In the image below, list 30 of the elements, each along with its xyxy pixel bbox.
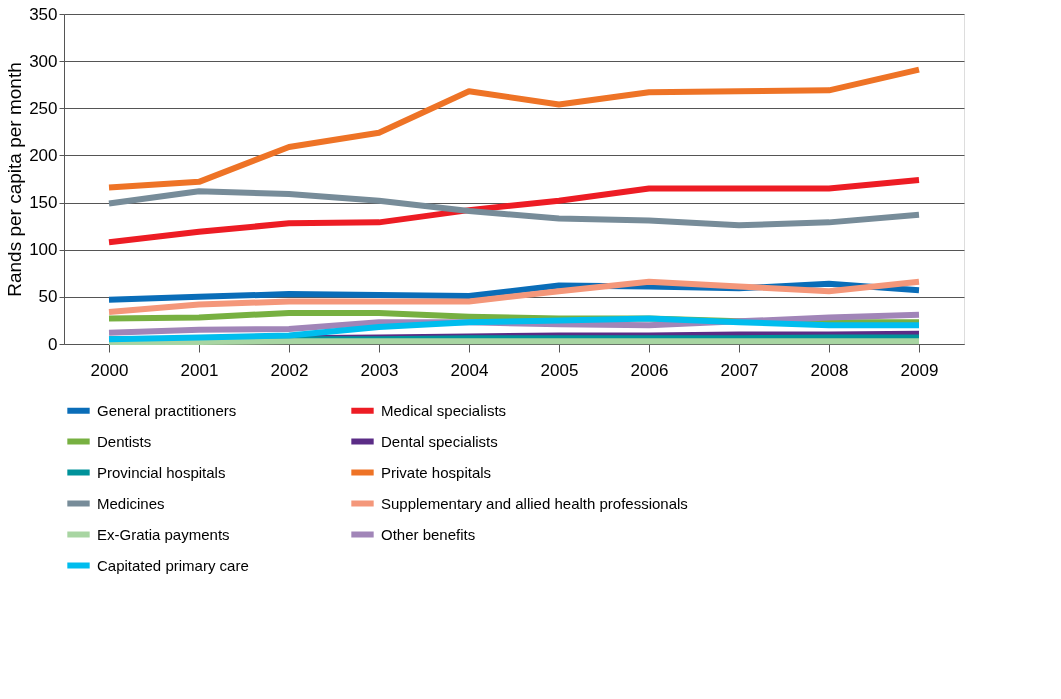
y-tick-label: 50: [38, 287, 58, 307]
y-tick-label: 200: [29, 145, 58, 165]
y-tick-label: 250: [29, 98, 58, 118]
legend-label: Medicines: [97, 494, 165, 512]
legend-label: Dental specialists: [381, 432, 498, 450]
x-tick-label: 2003: [360, 360, 399, 380]
x-tick-label: 2006: [630, 360, 669, 380]
y-axis-title: Rands per capita per month: [4, 62, 26, 297]
x-tick-label: 2002: [270, 360, 309, 380]
y-tick-label: 300: [29, 51, 58, 71]
legend-label: Private hospitals: [381, 463, 492, 481]
x-tick-label: 2001: [180, 360, 219, 380]
y-tick-label: 350: [29, 4, 58, 24]
legend-label: Dentists: [97, 432, 152, 450]
x-tick-label: 2007: [720, 360, 759, 380]
legend-label: General practitioners: [97, 401, 237, 419]
y-tick-label: 100: [29, 240, 58, 260]
legend-label: Supplementary and allied health professionals: [381, 494, 688, 512]
x-tick-label: 2000: [90, 360, 129, 380]
x-tick-label: 2004: [450, 360, 489, 380]
legend-label: Other benefits: [381, 525, 476, 543]
legend-label: Capitated primary care: [97, 556, 249, 574]
x-tick-label: 2008: [810, 360, 849, 380]
x-tick-label: 2005: [540, 360, 579, 380]
legend-label: Medical specialists: [381, 401, 507, 419]
y-tick-label: 150: [29, 193, 58, 213]
y-tick-label: 0: [48, 334, 58, 354]
legend-label: Provincial hospitals: [97, 463, 226, 481]
legend-label: Ex-Gratia payments: [97, 525, 230, 543]
x-tick-label: 2009: [900, 360, 939, 380]
